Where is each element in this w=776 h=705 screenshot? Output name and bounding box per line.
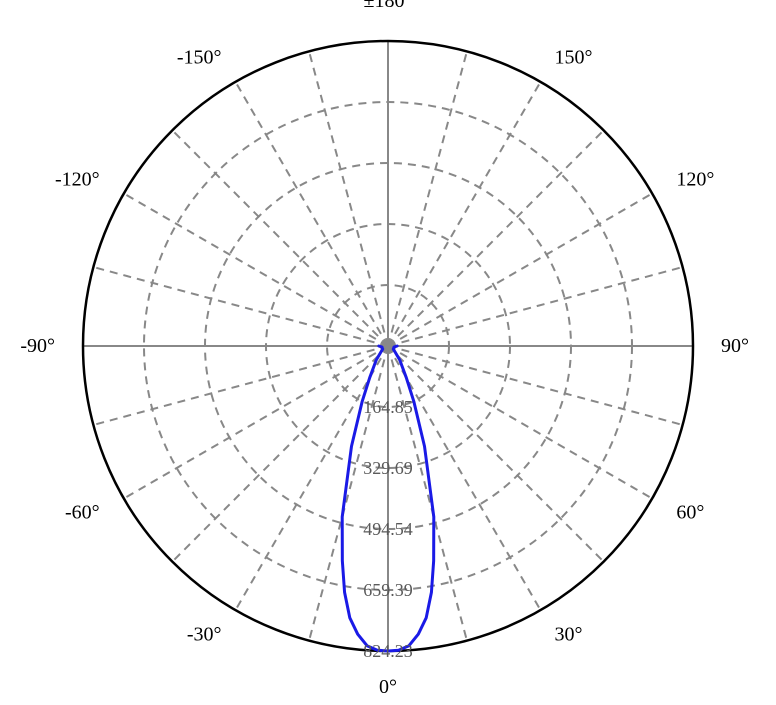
angle-label: -150° bbox=[177, 47, 222, 69]
radial-tick-label: 659.39 bbox=[363, 580, 413, 600]
angle-label: 150° bbox=[555, 47, 593, 69]
angle-label: -60° bbox=[65, 502, 100, 524]
radial-tick-label: 494.54 bbox=[363, 519, 413, 539]
angle-label: ±180° bbox=[364, 0, 413, 12]
angle-label: -120° bbox=[55, 169, 100, 191]
radial-tick-label: 164.85 bbox=[363, 397, 413, 417]
angle-label: 0° bbox=[379, 676, 397, 698]
radial-tick-label: 824.23 bbox=[363, 641, 413, 661]
angle-label: 120° bbox=[676, 169, 714, 191]
angle-label: -90° bbox=[20, 335, 55, 357]
angle-label: 30° bbox=[555, 623, 583, 645]
angle-label: 90° bbox=[721, 335, 749, 357]
angle-label: 60° bbox=[676, 502, 704, 524]
polar-chart: 0° 30° 60° 90° 120° 150° ±180° -150° -120° -90° -6… bbox=[0, 0, 776, 705]
radial-tick-label: 329.69 bbox=[363, 458, 413, 478]
angle-label: -30° bbox=[187, 623, 222, 645]
